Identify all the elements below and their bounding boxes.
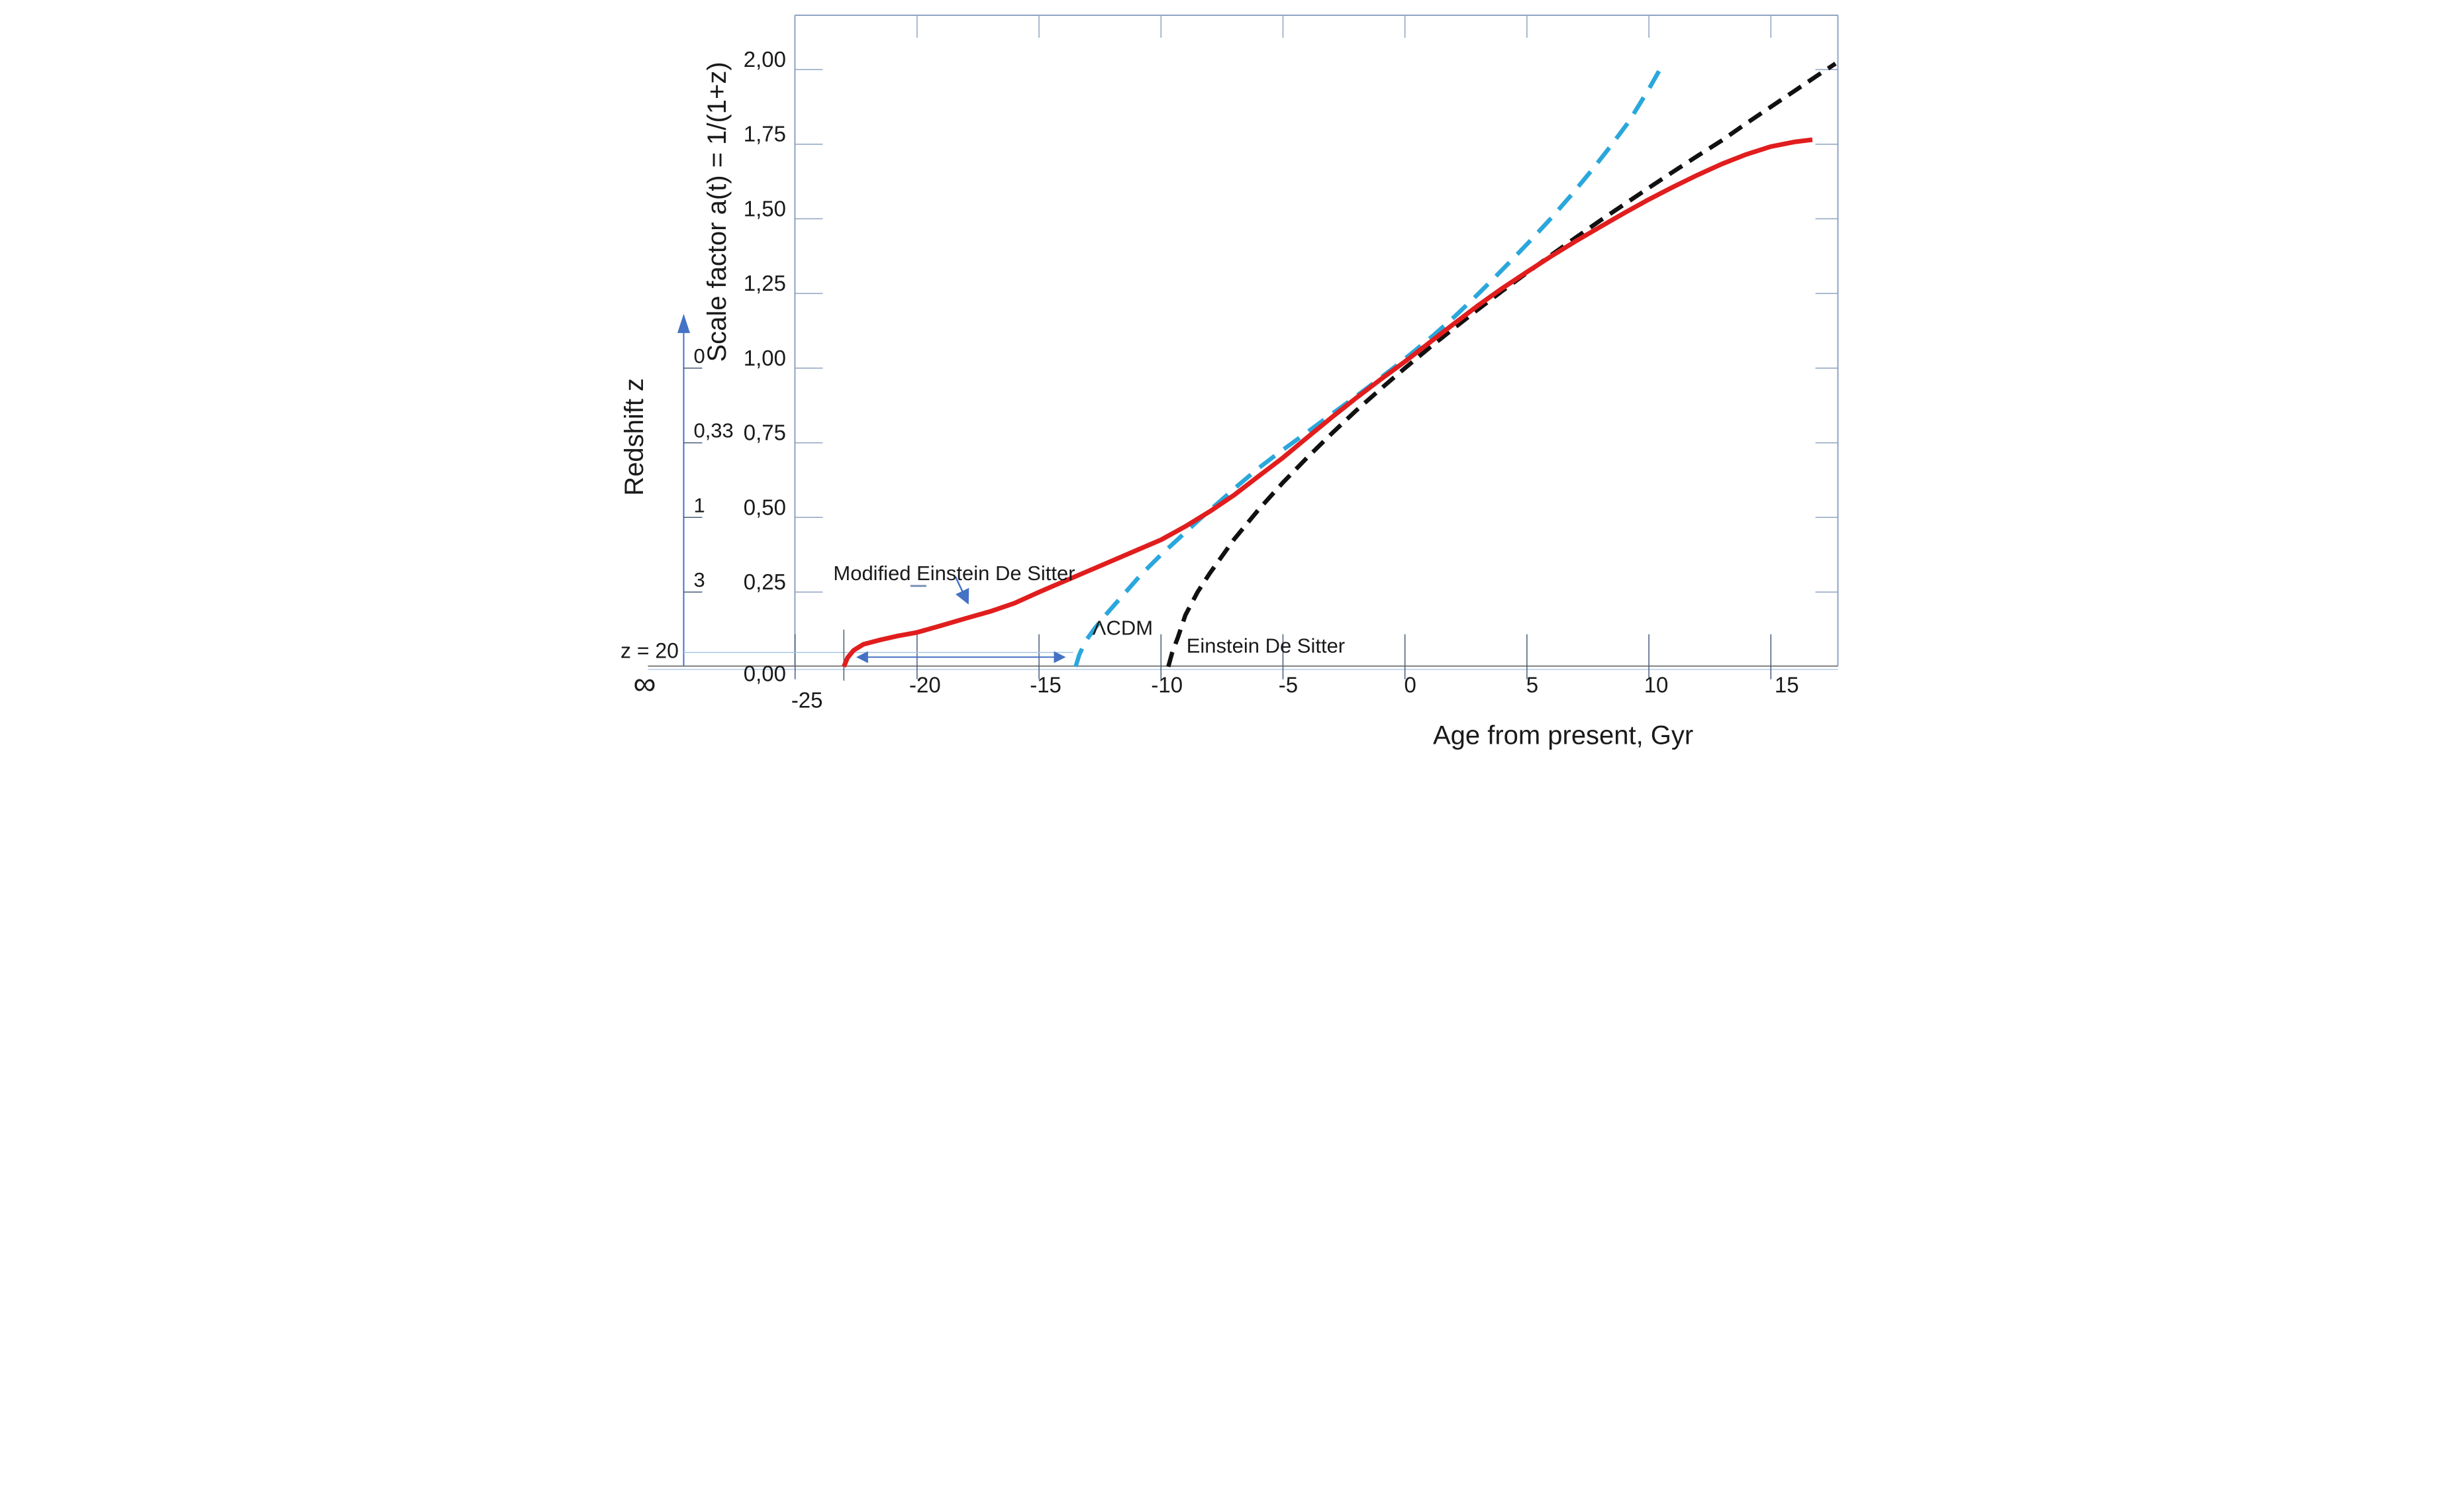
- curve-lambda-cdm: [1073, 68, 1661, 668]
- y-tick-label: 2,00: [743, 47, 785, 72]
- x-tick-label: -20: [909, 673, 941, 697]
- infinity-label: ∞: [633, 667, 656, 702]
- y-axis-title: Scale factor a(t) = 1/(1+z): [702, 62, 731, 362]
- curve-label-eds: Einstein De Sitter: [1186, 634, 1344, 658]
- redshift-tick-label: 0,33: [693, 419, 733, 442]
- x-tick-label: 10: [1644, 673, 1668, 697]
- x-axis-title: Age from present, Gyr: [1433, 721, 1693, 750]
- curve-einstein-de-sitter: [1165, 62, 1837, 668]
- y-tick-label: 0,75: [743, 421, 785, 445]
- y-tick-label: 0,25: [743, 570, 785, 594]
- redshift-tick-label: 3: [693, 568, 705, 591]
- redshift-axis-arrowhead: [677, 313, 690, 333]
- x-tick-label: -25: [791, 688, 822, 713]
- y-tick-label: 1,50: [743, 196, 785, 221]
- cosmology-scale-factor-chart: 0 0,33 1 3 -25 -20 -15 -10 -5 0 5 10 15 0,00 0,25 0,50 0…: [616, 0, 1848, 752]
- modified-label-arrow: [954, 576, 969, 605]
- redshift-tick-label: 0: [693, 344, 705, 368]
- tick-labels-layer: 0 0,33 1 3 -25 -20 -15 -10 -5 0 5 10 15 0,00 0,25 0,50 0…: [693, 47, 1799, 713]
- scale-factor-vs-age-plot: 0 0,33 1 3 -25 -20 -15 -10 -5 0 5 10 15 0,00 0,25 0,50 0…: [616, 0, 1848, 752]
- y-tick-label: 1,25: [743, 271, 785, 295]
- curve-label-lcdm: ΛCDM: [1092, 617, 1152, 640]
- redshift-tick-label: 1: [693, 493, 705, 517]
- y-tick-label: 0,50: [743, 495, 785, 519]
- curve-label-modified-eds: Modified Einstein De Sitter: [833, 562, 1075, 585]
- annotations-layer: [683, 576, 1073, 681]
- curves-layer: [841, 62, 1837, 668]
- x-tick-label: -5: [1278, 673, 1297, 697]
- x-tick-label: -15: [1030, 673, 1061, 697]
- y-tick-label: 1,00: [743, 346, 785, 370]
- x-tick-label: -10: [1151, 673, 1183, 697]
- y-tick-label: 0,00: [743, 662, 785, 686]
- plot-frame: [647, 14, 1838, 679]
- z20-label: z = 20: [620, 639, 678, 663]
- x-tick-label: 5: [1526, 673, 1538, 697]
- y-tick-label: 1,75: [743, 122, 785, 146]
- x-tick-label: 0: [1404, 673, 1416, 697]
- x-tick-label: 15: [1774, 673, 1799, 697]
- y2-axis-title: Redshift z: [619, 378, 648, 496]
- curve-modified-einstein-de-sitter: [841, 137, 1812, 668]
